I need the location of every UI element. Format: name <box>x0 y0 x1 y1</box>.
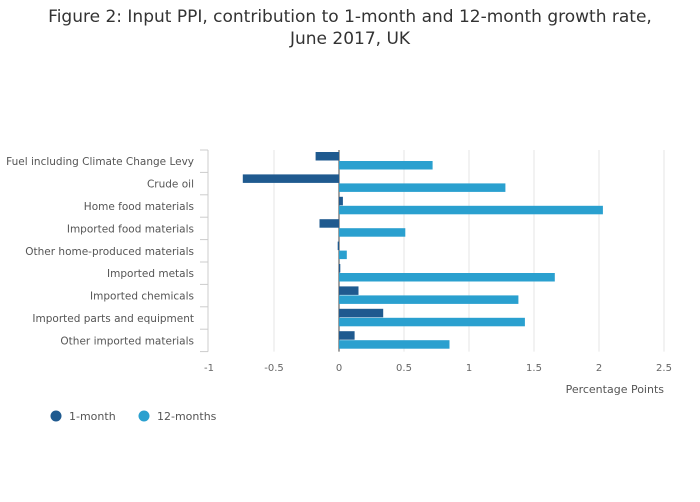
bar-twelve-months <box>339 205 603 215</box>
bar-twelve-months <box>339 340 450 349</box>
bar-one-month <box>339 331 355 340</box>
bar-one-month <box>315 152 339 161</box>
bar-one-month <box>339 196 343 206</box>
x-tick-labels: -1 -0.5 0 0.5 1 1.5 2 2.5 <box>204 363 672 374</box>
chart-title-line-1: Figure 2: Input PPI, contribution to 1-m… <box>48 7 652 27</box>
bar-one-month <box>242 174 339 183</box>
bar-one-month <box>319 219 339 228</box>
bar-twelve-months <box>339 250 347 260</box>
x-axis-title: Percentage Points <box>566 383 665 396</box>
bar-twelve-months <box>339 183 506 192</box>
legend-marker <box>50 410 62 422</box>
x-tick-label: -1 <box>204 363 214 374</box>
category-label: Crude oil <box>147 179 194 191</box>
bar-one-month <box>339 264 341 273</box>
bar-twelve-months <box>339 295 519 304</box>
category-label: Home food materials <box>84 201 194 213</box>
category-label: Imported parts and equipment <box>32 313 194 325</box>
x-tick-label: 0.5 <box>396 363 412 374</box>
category-label: Imported chemicals <box>90 291 194 303</box>
category-labels: Fuel including Climate Change Levy Crude … <box>6 156 194 347</box>
category-axis <box>200 149 209 353</box>
x-tick-label: 0 <box>336 363 342 374</box>
x-tick-label: 1.5 <box>526 363 542 374</box>
legend-marker <box>138 410 150 422</box>
bar-twelve-months <box>339 317 525 327</box>
x-tick-label: 2.5 <box>656 363 672 374</box>
bar-twelve-months <box>339 228 406 237</box>
legend-label: 12-months <box>157 410 217 423</box>
bar-one-month <box>337 241 339 251</box>
bar-one-month <box>339 286 359 295</box>
category-label: Other imported materials <box>60 335 194 347</box>
chart-title: Figure 2: Input PPI, contribution to 1-m… <box>0 6 700 50</box>
category-label: Imported food materials <box>67 223 194 235</box>
bar-twelve-months <box>339 273 555 282</box>
bar-twelve-months <box>339 161 433 170</box>
chart-title-line-2: June 2017, UK <box>289 29 411 49</box>
category-label: Fuel including Climate Change Levy <box>6 156 194 168</box>
legend: 1-month 12-months <box>50 410 217 423</box>
legend-label: 1-month <box>69 410 116 423</box>
x-tick-label: 2 <box>596 363 602 374</box>
x-tick-label: -0.5 <box>264 363 284 374</box>
category-label: Imported metals <box>107 268 194 280</box>
bar-one-month <box>339 308 384 318</box>
category-label: Other home-produced materials <box>25 246 194 258</box>
bars <box>242 152 603 349</box>
x-tick-label: 1 <box>466 363 472 374</box>
